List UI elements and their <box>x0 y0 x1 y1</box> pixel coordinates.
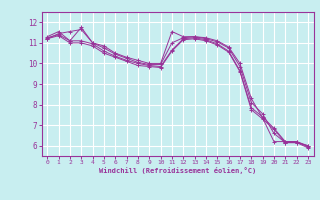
X-axis label: Windchill (Refroidissement éolien,°C): Windchill (Refroidissement éolien,°C) <box>99 167 256 174</box>
